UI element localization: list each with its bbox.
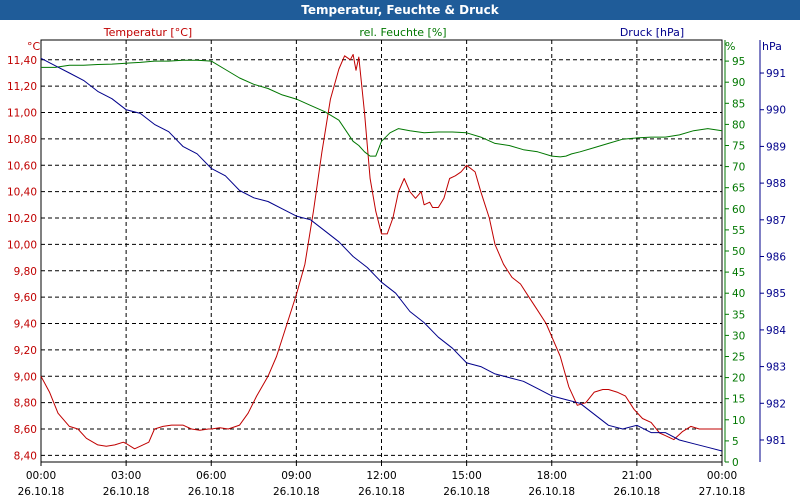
pressure-tick-label: 991 (766, 68, 786, 80)
humidity-tick-label: 30 (732, 330, 745, 342)
pressure-tick-label: 983 (766, 362, 786, 374)
temperature-tick-label: 9,00 (14, 371, 37, 383)
x-tick-label-time: 18:00 (537, 470, 567, 482)
humidity-tick-label: 90 (732, 77, 745, 89)
temperature-tick-label: 10,80 (7, 134, 37, 146)
humidity-axis-label: rel. Feuchte [%] (359, 26, 446, 39)
humidity-tick-label: 55 (732, 225, 745, 237)
pressure-tick-label: 987 (766, 215, 786, 227)
humidity-tick-label: 75 (732, 141, 745, 153)
x-tick-label-date: 26.10.18 (528, 486, 575, 498)
x-tick-label-date: 26.10.18 (188, 486, 235, 498)
pressure-tick-label: 982 (766, 398, 786, 410)
x-tick-label-time: 00:00 (26, 470, 56, 482)
temperature-tick-label: 9,80 (14, 266, 37, 278)
temperature-tick-label: 8,40 (14, 450, 37, 462)
x-tick-label-date: 26.10.18 (613, 486, 660, 498)
humidity-tick-label: 5 (732, 436, 739, 448)
pressure-tick-label: 986 (766, 252, 786, 264)
x-tick-label-time: 06:00 (196, 470, 226, 482)
humidity-tick-label: 15 (732, 394, 745, 406)
x-tick-label-time: 15:00 (451, 470, 481, 482)
x-tick-label-date: 26.10.18 (103, 486, 150, 498)
x-tick-label-time: 00:00 (707, 470, 737, 482)
temperature-tick-label: 10,20 (7, 213, 37, 225)
x-tick-label-time: 03:00 (111, 470, 141, 482)
temperature-tick-label: 10,40 (7, 187, 37, 199)
x-tick-label-date: 26.10.18 (273, 486, 320, 498)
pressure-tick-label: 988 (766, 178, 786, 190)
humidity-tick-label: 20 (732, 373, 745, 385)
x-tick-label-time: 21:00 (622, 470, 652, 482)
pressure-tick-label: 989 (766, 141, 786, 153)
temperature-tick-label: 9,40 (14, 319, 37, 331)
humidity-tick-label: 95 (732, 56, 745, 68)
x-tick-label-date: 26.10.18 (443, 486, 490, 498)
pressure-unit: hPa (762, 40, 782, 53)
temperature-tick-label: 10,00 (7, 239, 37, 251)
temperature-tick-label: 10,60 (7, 160, 37, 172)
pressure-tick-label: 984 (766, 325, 786, 337)
humidity-tick-label: 10 (732, 415, 745, 427)
humidity-tick-label: 40 (732, 288, 745, 300)
x-tick-label-date: 26.10.18 (358, 486, 405, 498)
temperature-tick-label: 11,00 (7, 108, 37, 120)
humidity-tick-label: 65 (732, 183, 745, 195)
x-tick-label-date: 27.10.18 (699, 486, 746, 498)
temperature-axis-label: Temperatur [°C] (103, 26, 192, 39)
temperature-tick-label: 8,80 (14, 398, 37, 410)
pressure-tick-label: 990 (766, 105, 786, 117)
x-tick-label-time: 09:00 (281, 470, 311, 482)
humidity-tick-label: 35 (732, 309, 745, 321)
humidity-tick-label: 50 (732, 246, 745, 258)
temperature-tick-label: 8,60 (14, 424, 37, 436)
temperature-tick-label: 9,20 (14, 345, 37, 357)
pressure-tick-label: 985 (766, 288, 786, 300)
temperature-tick-label: 9,60 (14, 292, 37, 304)
series-line-humidity (41, 59, 723, 158)
series-line-temperature (40, 54, 722, 450)
pressure-tick-label: 981 (766, 435, 786, 447)
series-line-pressure (40, 57, 723, 452)
temperature-tick-label: 11,20 (7, 81, 37, 93)
humidity-tick-label: 60 (732, 204, 745, 216)
temperature-tick-label: 11,40 (7, 55, 37, 67)
pressure-axis-label: Druck [hPa] (620, 26, 684, 39)
humidity-tick-label: 25 (732, 352, 745, 364)
temperature-unit: °C (27, 40, 41, 53)
humidity-tick-label: 85 (732, 98, 745, 110)
x-tick-label-time: 12:00 (366, 470, 396, 482)
window-title: Temperatur, Feuchte & Druck (0, 0, 800, 20)
humidity-tick-label: 70 (732, 162, 745, 174)
x-tick-label-date: 26.10.18 (18, 486, 65, 498)
humidity-tick-label: 45 (732, 267, 745, 279)
humidity-tick-label: 80 (732, 119, 745, 131)
humidity-unit: % (725, 40, 735, 53)
humidity-tick-label: 0 (732, 457, 739, 469)
